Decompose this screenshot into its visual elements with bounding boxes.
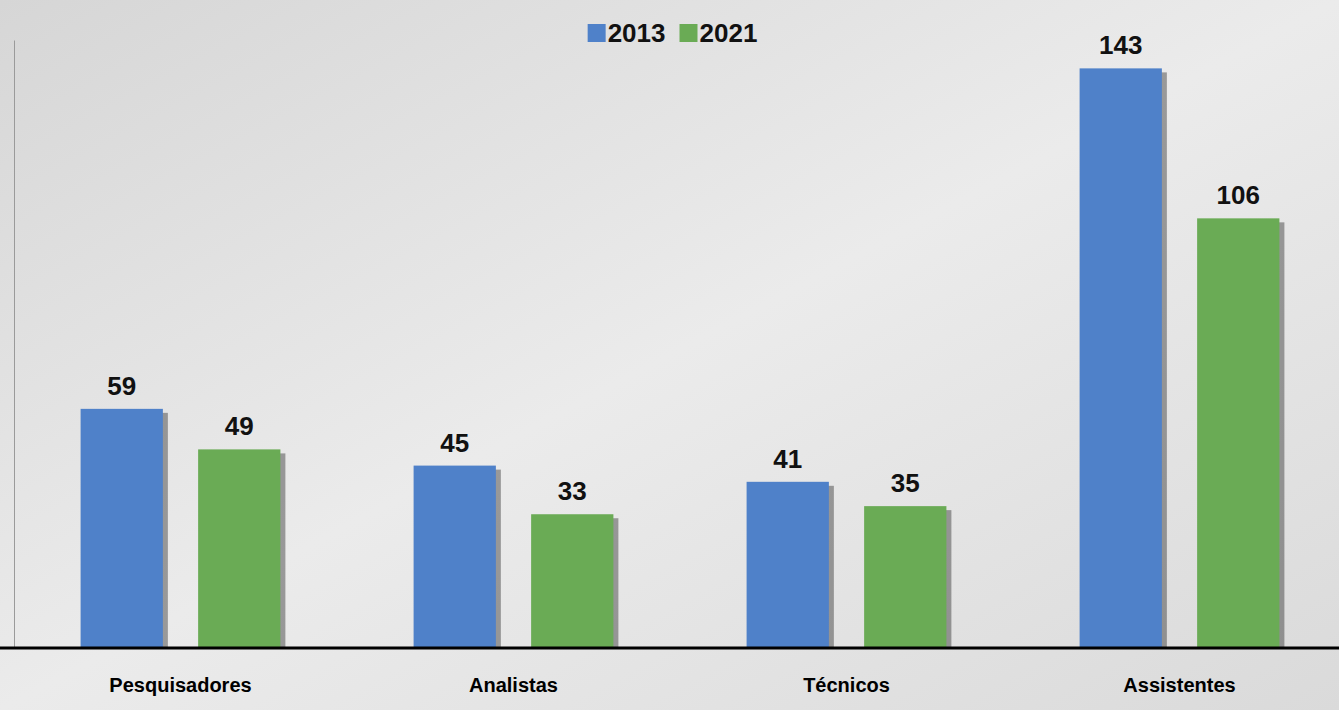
data-label: 106 [1217,180,1260,210]
legend-item: 2021 [680,18,758,48]
x-tick: Analistas [469,648,558,696]
bar [747,482,829,648]
data-label: 41 [773,444,802,474]
x-tick-label: Analistas [469,674,558,696]
data-label: 59 [107,371,136,401]
data-label: 143 [1099,30,1142,60]
bar [198,449,280,648]
legend: 2013 2021 [588,18,758,48]
bar [1197,218,1279,648]
bar [414,466,496,648]
x-tick-label: Assistentes [1123,674,1235,696]
bar [81,409,163,648]
data-label: 49 [225,411,254,441]
x-axis-line [0,647,1339,650]
legend-item: 2013 [588,18,666,48]
x-tick-label: Técnicos [803,674,890,696]
x-tick-label: Pesquisadores [109,674,251,696]
data-label: 33 [558,476,587,506]
chart: 59 45 41 143 49 33 35 106 Pesquisadores Analistas… [0,0,1339,710]
background [0,0,1339,710]
x-axis: Pesquisadores Analistas Técnicos Assistente… [0,648,1339,696]
legend-swatch [680,24,698,42]
bars [81,68,1285,648]
legend-label: 2021 [700,18,758,48]
x-tick: Técnicos [803,648,890,696]
bar [531,514,613,648]
legend-swatch [588,24,606,42]
data-label: 35 [891,468,920,498]
x-tick: Assistentes [1123,648,1235,696]
bar [864,506,946,648]
x-tick: Pesquisadores [109,648,251,696]
data-label: 45 [440,428,469,458]
y-axis [14,41,15,649]
y-axis-line [14,41,15,649]
bar [1080,68,1162,648]
data-labels: 59 45 41 143 49 33 35 106 [107,30,1260,506]
legend-label: 2013 [608,18,666,48]
